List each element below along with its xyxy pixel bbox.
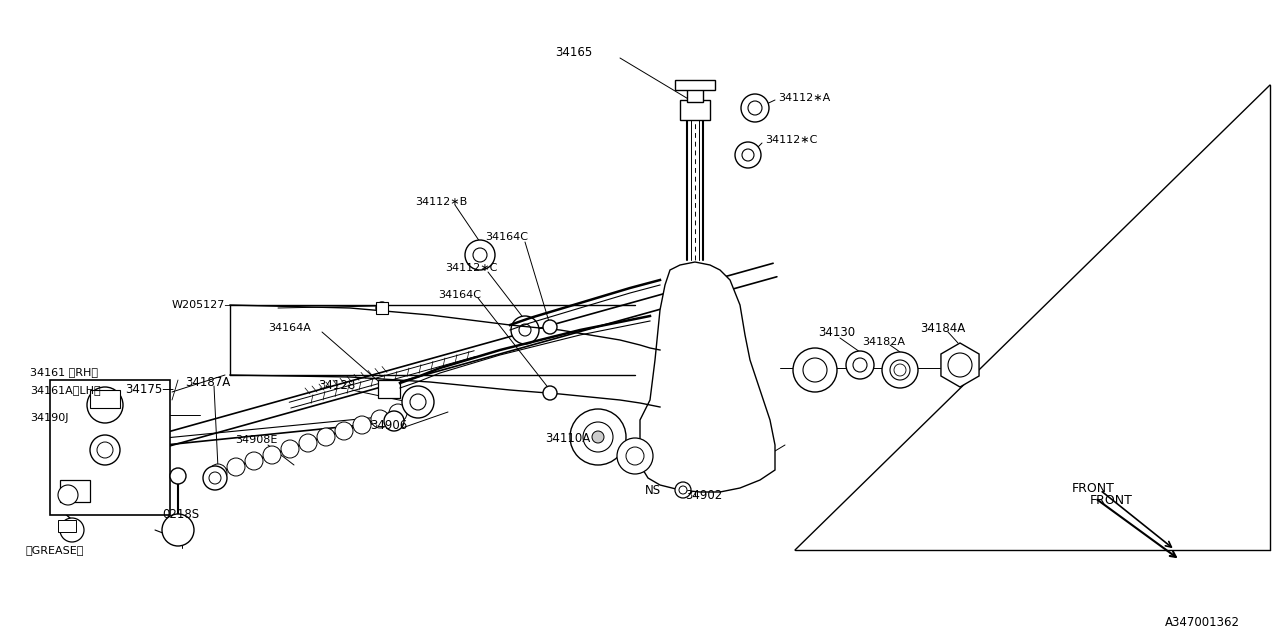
Text: 34112∗C: 34112∗C <box>765 135 818 145</box>
Circle shape <box>376 302 388 314</box>
Circle shape <box>735 142 762 168</box>
Circle shape <box>244 452 262 470</box>
Text: NS: NS <box>645 483 662 497</box>
Circle shape <box>402 386 434 418</box>
Bar <box>60 480 90 502</box>
Bar <box>378 380 401 398</box>
Text: 34165: 34165 <box>556 45 593 58</box>
Circle shape <box>282 440 300 458</box>
Circle shape <box>389 404 407 422</box>
Text: 34112∗B: 34112∗B <box>415 197 467 207</box>
Circle shape <box>384 411 404 431</box>
Circle shape <box>371 410 389 428</box>
Circle shape <box>794 348 837 392</box>
Circle shape <box>852 358 867 372</box>
Circle shape <box>474 248 486 262</box>
Circle shape <box>582 422 613 452</box>
Bar <box>680 100 710 120</box>
Bar <box>687 86 703 102</box>
Circle shape <box>846 351 874 379</box>
Circle shape <box>678 486 687 494</box>
Circle shape <box>518 324 531 336</box>
Bar <box>90 390 120 408</box>
Text: 34164A: 34164A <box>268 323 311 333</box>
Text: 34112∗A: 34112∗A <box>778 93 831 103</box>
Text: 34902: 34902 <box>685 488 722 502</box>
Circle shape <box>803 358 827 382</box>
Circle shape <box>948 353 972 377</box>
Bar <box>58 520 76 532</box>
Circle shape <box>593 431 604 443</box>
Circle shape <box>97 442 113 458</box>
Text: 0218S: 0218S <box>163 509 200 522</box>
Circle shape <box>543 386 557 400</box>
Circle shape <box>675 482 691 498</box>
Circle shape <box>742 149 754 161</box>
Circle shape <box>353 416 371 434</box>
Text: 34182A: 34182A <box>861 337 905 347</box>
Text: 34161 〈RH〉: 34161 〈RH〉 <box>29 367 99 377</box>
Text: A347001362: A347001362 <box>1165 616 1240 628</box>
Circle shape <box>511 316 539 344</box>
Circle shape <box>317 428 335 446</box>
Text: 34110A: 34110A <box>545 431 590 445</box>
Circle shape <box>227 458 244 476</box>
Text: 34164C: 34164C <box>485 232 529 242</box>
Circle shape <box>465 240 495 270</box>
Text: 34906: 34906 <box>370 419 407 431</box>
Circle shape <box>893 364 906 376</box>
Text: 34112∗C: 34112∗C <box>445 263 498 273</box>
Circle shape <box>335 422 353 440</box>
Polygon shape <box>640 262 774 492</box>
Text: 34130: 34130 <box>818 326 855 339</box>
Circle shape <box>543 320 557 334</box>
Circle shape <box>170 468 186 484</box>
Bar <box>376 302 388 314</box>
Circle shape <box>570 409 626 465</box>
Text: 34908E: 34908E <box>236 435 278 445</box>
Text: 34161A〈LH〉: 34161A〈LH〉 <box>29 385 101 395</box>
Circle shape <box>60 518 84 542</box>
Circle shape <box>90 435 120 465</box>
Circle shape <box>209 472 221 484</box>
Circle shape <box>204 466 227 490</box>
Text: W205127—: W205127— <box>172 300 237 310</box>
Text: 34175—: 34175— <box>125 383 174 396</box>
Circle shape <box>748 101 762 115</box>
Circle shape <box>410 394 426 410</box>
Circle shape <box>87 387 123 423</box>
Circle shape <box>626 447 644 465</box>
Text: 〈GREASE〉: 〈GREASE〉 <box>26 545 83 555</box>
Text: 34190J: 34190J <box>29 413 69 423</box>
Polygon shape <box>941 343 979 387</box>
Bar <box>675 80 716 90</box>
Circle shape <box>890 360 910 380</box>
Circle shape <box>262 446 282 464</box>
Bar <box>50 380 170 515</box>
Circle shape <box>163 514 195 546</box>
Circle shape <box>617 438 653 474</box>
Circle shape <box>741 94 769 122</box>
Circle shape <box>58 485 78 505</box>
Text: FRONT: FRONT <box>1073 481 1115 495</box>
Circle shape <box>882 352 918 388</box>
Text: 34187A: 34187A <box>186 376 230 388</box>
Text: 34184A: 34184A <box>920 321 965 335</box>
Text: 34128: 34128 <box>317 378 356 392</box>
Circle shape <box>209 464 227 482</box>
Circle shape <box>300 434 317 452</box>
Text: FRONT: FRONT <box>1091 493 1133 506</box>
Text: 34164C: 34164C <box>438 290 481 300</box>
